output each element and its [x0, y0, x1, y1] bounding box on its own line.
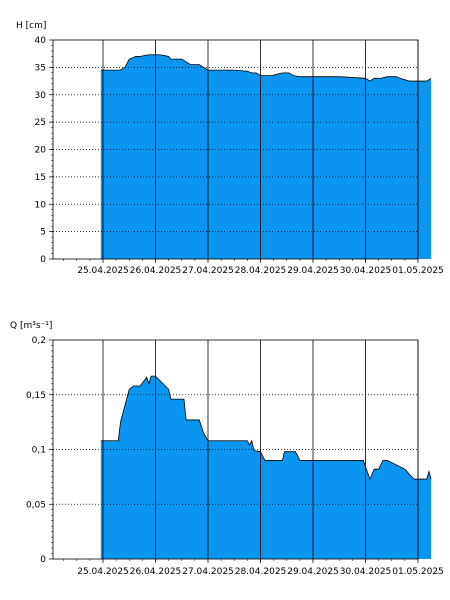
- y-tick-label: 10: [35, 200, 47, 210]
- y-tick-label: 0,1: [32, 446, 46, 456]
- y-tick-label: 5: [40, 228, 46, 238]
- x-tick-label: 27.04.2025: [182, 266, 234, 276]
- y-tick-label: 15: [35, 173, 46, 183]
- y-tick-label: 25: [35, 118, 46, 128]
- x-tick-label: 25.04.2025: [77, 567, 129, 577]
- x-tick-label: 26.04.2025: [130, 567, 182, 577]
- series-line: [100, 54, 432, 82]
- x-tick-label: 26.04.2025: [130, 266, 182, 276]
- x-tick-label: 30.04.2025: [340, 266, 392, 276]
- plot-area-frame: [52, 39, 419, 260]
- y-tick-label: 35: [35, 63, 46, 73]
- water-level-chart: H [cm] 0 5 10 15 20 25 30 35 40 25.04.2025 26.04.2…: [16, 21, 444, 276]
- series-line: [100, 375, 432, 481]
- plot-area-frame: [52, 339, 419, 560]
- y-tick-label: 20: [35, 146, 47, 156]
- x-tick-label: 30.04.2025: [340, 567, 392, 577]
- y-tick-label: 30: [35, 91, 47, 101]
- x-tick-label: 29.04.2025: [287, 567, 339, 577]
- y-tick-label: 0: [40, 555, 46, 565]
- y-axis-label: H [cm]: [16, 21, 46, 31]
- y-tick-label: 0,15: [26, 391, 46, 401]
- y-tick-label: 40: [35, 36, 47, 46]
- discharge-chart: Q [m³s⁻¹] 0 0,05 0,1 0,15 0,2 25.04.2025 26.04…: [10, 321, 444, 577]
- series-area: [100, 376, 432, 559]
- y-axis-label: Q [m³s⁻¹]: [10, 321, 52, 331]
- y-tick-label: 0: [40, 255, 46, 265]
- series-area: [100, 54, 432, 259]
- x-tick-label: 28.04.2025: [235, 266, 287, 276]
- x-tick-label: 01.05.2025: [392, 567, 444, 577]
- x-tick-label: 25.04.2025: [77, 266, 129, 276]
- y-tick-label: 0,05: [26, 500, 46, 510]
- x-tick-label: 28.04.2025: [235, 567, 287, 577]
- x-tick-label: 01.05.2025: [392, 266, 444, 276]
- x-tick-label: 27.04.2025: [182, 567, 234, 577]
- x-tick-label: 29.04.2025: [287, 266, 339, 276]
- y-tick-label: 0,2: [32, 336, 46, 346]
